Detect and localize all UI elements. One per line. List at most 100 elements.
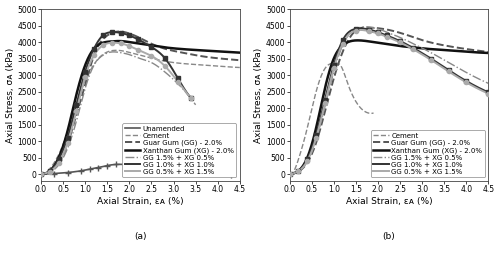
GG 0.5% + XG 1.5%: [310, 145, 316, 148]
GG 1.0% + XG 1.0%: [39, 173, 45, 176]
GG 0.5% + XG 1.5%: [352, 29, 358, 33]
Xanthan Gum (XG) - 2.0%: [164, 46, 170, 49]
Cement: [348, 90, 354, 93]
GG 0.5% + XG 1.5%: [87, 62, 93, 65]
Cement: [288, 173, 294, 176]
Line: Cement: Cement: [41, 50, 240, 174]
GG 1.5% + XG 0.5%: [352, 28, 358, 31]
Guar Gum (GG) - 2.0%: [310, 148, 316, 151]
Y-axis label: Axial Stress, σᴀ (kPa): Axial Stress, σᴀ (kPa): [6, 47, 15, 142]
Xanthan Gum (XG) - 2.0%: [38, 173, 44, 176]
Guar Gum (GG) - 2.0%: [183, 52, 189, 55]
Cement: [183, 62, 189, 65]
Cement: [237, 66, 243, 69]
GG 1.5% + XG 0.5%: [110, 50, 116, 53]
Cement: [348, 89, 354, 92]
Unamended: [100, 165, 106, 168]
GG 1.5% + XG 0.5%: [192, 103, 198, 106]
Cement: [38, 173, 44, 176]
Cement: [164, 60, 170, 63]
GG 1.0% + XG 1.0%: [88, 56, 94, 59]
Unamended: [176, 169, 182, 172]
GG 0.5% + XG 1.5%: [412, 49, 418, 52]
GG 0.5% + XG 1.5%: [286, 173, 292, 176]
GG 1.5% + XG 0.5%: [432, 53, 438, 56]
GG 1.0% + XG 1.0%: [366, 28, 372, 31]
GG 0.5% + XG 1.5%: [366, 29, 372, 33]
X-axis label: Axial Strain, εᴀ (%): Axial Strain, εᴀ (%): [346, 197, 432, 206]
Cement: [297, 153, 303, 156]
Guar Gum (GG) - 2.0%: [430, 42, 436, 45]
GG 1.0% + XG 1.0%: [147, 45, 153, 48]
Y-axis label: Axial Stress, σᴀ (kPa): Axial Stress, σᴀ (kPa): [254, 47, 263, 142]
Cement: [103, 51, 109, 54]
Cement: [182, 62, 188, 65]
GG 1.0% + XG 1.0%: [110, 30, 116, 34]
Line: Guar Gum (GG) - 2.0%: Guar Gum (GG) - 2.0%: [290, 27, 488, 174]
Line: Cement: Cement: [290, 64, 374, 174]
Line: GG 0.5% + XG 1.5%: GG 0.5% + XG 1.5%: [41, 43, 191, 174]
Guar Gum (GG) - 2.0%: [486, 51, 492, 54]
Xanthan Gum (XG) - 2.0%: [486, 52, 492, 55]
Line: Unamended: Unamended: [41, 164, 231, 176]
Text: (a): (a): [134, 232, 146, 241]
Xanthan Gum (XG) - 2.0%: [412, 46, 418, 49]
GG 0.5% + XG 1.5%: [147, 54, 153, 57]
GG 1.5% + XG 0.5%: [99, 54, 105, 57]
Xanthan Gum (XG) - 2.0%: [62, 137, 68, 140]
GG 1.0% + XG 1.0%: [148, 45, 154, 48]
GG 1.5% + XG 0.5%: [151, 62, 157, 65]
Cement: [370, 112, 376, 115]
GG 1.5% + XG 0.5%: [486, 82, 492, 85]
Cement: [330, 62, 336, 65]
Line: GG 0.5% + XG 1.5%: GG 0.5% + XG 1.5%: [290, 30, 488, 174]
GG 1.0% + XG 1.0%: [188, 97, 194, 100]
GG 1.0% + XG 1.0%: [133, 37, 139, 40]
Legend: Unamended, Cement, Guar Gum (GG) - 2.0%, Xanthan Gum (XG) - 2.0%, GG 1.5% + XG 0: Unamended, Cement, Guar Gum (GG) - 2.0%,…: [122, 123, 236, 177]
Xanthan Gum (XG) - 2.0%: [430, 48, 436, 51]
Cement: [62, 138, 68, 141]
Unamended: [228, 174, 234, 177]
GG 1.0% + XG 1.0%: [38, 173, 44, 176]
GG 1.0% + XG 1.0%: [486, 91, 492, 94]
Cement: [113, 49, 119, 52]
Line: GG 1.5% + XG 0.5%: GG 1.5% + XG 0.5%: [290, 27, 488, 174]
Guar Gum (GG) - 2.0%: [62, 150, 68, 153]
GG 1.5% + XG 0.5%: [366, 26, 372, 29]
X-axis label: Axial Strain, εᴀ (%): Axial Strain, εᴀ (%): [97, 197, 184, 206]
Guar Gum (GG) - 2.0%: [117, 30, 123, 33]
Cement: [117, 49, 123, 52]
Cement: [286, 173, 292, 176]
Unamended: [117, 163, 123, 166]
Line: GG 1.0% + XG 1.0%: GG 1.0% + XG 1.0%: [290, 28, 488, 174]
GG 0.5% + XG 1.5%: [188, 97, 194, 100]
Line: GG 1.5% + XG 0.5%: GG 1.5% + XG 0.5%: [41, 52, 196, 174]
Unamended: [176, 169, 182, 172]
GG 1.0% + XG 1.0%: [430, 59, 436, 62]
GG 1.5% + XG 0.5%: [150, 62, 156, 65]
GG 1.0% + XG 1.0%: [56, 156, 62, 160]
GG 0.5% + XG 1.5%: [110, 41, 116, 44]
Unamended: [61, 171, 67, 174]
GG 1.5% + XG 0.5%: [38, 173, 44, 176]
Guar Gum (GG) - 2.0%: [286, 173, 292, 176]
Text: (b): (b): [382, 232, 396, 241]
GG 1.5% + XG 0.5%: [56, 162, 62, 165]
Guar Gum (GG) - 2.0%: [352, 30, 358, 33]
Xanthan Gum (XG) - 2.0%: [366, 40, 372, 43]
GG 0.5% + XG 1.5%: [358, 28, 364, 31]
GG 1.0% + XG 1.0%: [98, 36, 104, 39]
Xanthan Gum (XG) - 2.0%: [118, 40, 124, 43]
Xanthan Gum (XG) - 2.0%: [432, 48, 438, 51]
GG 0.5% + XG 1.5%: [432, 61, 438, 64]
Unamended: [38, 173, 44, 176]
Xanthan Gum (XG) - 2.0%: [38, 173, 44, 176]
Unamended: [158, 167, 164, 170]
Guar Gum (GG) - 2.0%: [363, 26, 369, 29]
GG 1.5% + XG 0.5%: [88, 69, 94, 72]
GG 1.0% + XG 1.0%: [412, 47, 418, 51]
Cement: [320, 70, 326, 73]
GG 0.5% + XG 1.5%: [148, 54, 154, 57]
GG 1.5% + XG 0.5%: [310, 146, 316, 149]
Guar Gum (GG) - 2.0%: [38, 173, 44, 176]
